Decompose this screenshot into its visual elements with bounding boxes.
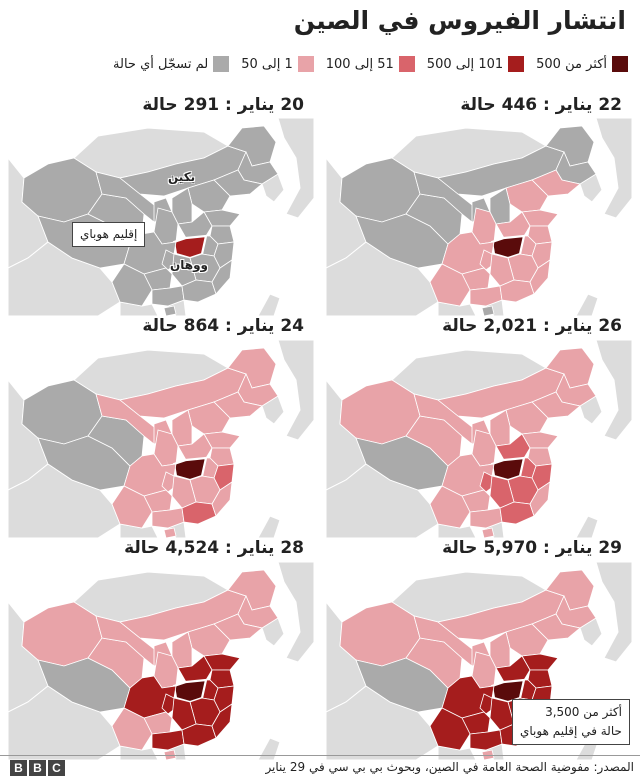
province-fujian bbox=[529, 481, 551, 517]
wuhan-label: ووهان bbox=[170, 258, 208, 272]
province-hainan bbox=[481, 305, 495, 316]
map-panel-29-jan bbox=[326, 562, 632, 760]
neighbour-land bbox=[326, 685, 439, 760]
legend-swatch bbox=[297, 56, 314, 72]
china-map bbox=[8, 118, 314, 316]
neighbour-land bbox=[326, 241, 439, 316]
neighbour-land bbox=[326, 463, 439, 538]
province-fujian bbox=[211, 259, 233, 295]
province-fujian bbox=[211, 703, 233, 739]
hubei-cases-callout: أكثر من 3,500 حالة في إقليم هوباي bbox=[512, 699, 630, 745]
neighbour-land bbox=[8, 685, 121, 760]
legend-item-over-500: أكثر من 500 bbox=[536, 56, 628, 72]
china-map bbox=[326, 118, 632, 316]
legend-label: 51 إلى 100 bbox=[325, 56, 394, 72]
beijing-label: بكين bbox=[168, 170, 196, 184]
neighbour-land bbox=[257, 737, 281, 760]
neighbour-land bbox=[277, 118, 314, 219]
map-panel-26-jan bbox=[326, 340, 632, 538]
province-hainan bbox=[163, 527, 177, 538]
neighbour-land bbox=[277, 562, 314, 663]
china-map bbox=[8, 340, 314, 538]
bbc-logo-letter: B bbox=[10, 760, 27, 776]
panel-title-28-jan: 28 يناير : 4,524 حالة bbox=[124, 538, 304, 558]
province-yunnan bbox=[429, 263, 471, 307]
legend-label: أكثر من 500 bbox=[536, 56, 607, 72]
map-panel-24-jan bbox=[8, 340, 314, 538]
panel-title-24-jan: 24 يناير : 864 حالة bbox=[142, 316, 304, 336]
neighbour-land bbox=[277, 340, 314, 441]
legend-swatch bbox=[213, 56, 230, 72]
neighbour-land bbox=[595, 562, 632, 663]
neighbour-land bbox=[8, 241, 121, 316]
panel-title-29-jan: 29 يناير : 5,970 حالة bbox=[442, 538, 622, 558]
hubei-callout: إقليم هوباي bbox=[72, 222, 146, 247]
legend-swatch bbox=[398, 56, 415, 72]
legend-swatch bbox=[612, 56, 628, 72]
callout-line-2: حالة في إقليم هوباي bbox=[520, 724, 622, 738]
legend-item-101-500: 101 إلى 500 bbox=[426, 56, 525, 72]
panel-title-22-jan: 22 يناير : 446 حالة bbox=[460, 95, 622, 115]
panel-title-20-jan: 20 يناير : 291 حالة bbox=[142, 95, 304, 115]
callout-line-1: أكثر من 3,500 bbox=[545, 705, 622, 719]
legend-label: 101 إلى 500 bbox=[426, 56, 504, 72]
province-yunnan bbox=[111, 707, 153, 751]
page-title: انتشار الفيروس في الصين bbox=[293, 6, 626, 35]
neighbour-land bbox=[595, 340, 632, 441]
province-yunnan bbox=[429, 707, 471, 751]
neighbour-land bbox=[257, 515, 281, 538]
neighbour-land bbox=[8, 463, 121, 538]
bbc-logo-letter: B bbox=[29, 760, 46, 776]
panel-title-26-jan: 26 يناير : 2,021 حالة bbox=[442, 316, 622, 336]
legend-label: لم تسجّل أي حالة bbox=[113, 56, 209, 72]
china-map bbox=[8, 562, 314, 760]
legend: أكثر من 500 101 إلى 500 51 إلى 100 1 إلى… bbox=[8, 56, 628, 72]
neighbour-land bbox=[257, 293, 281, 316]
china-map bbox=[326, 340, 632, 538]
province-yunnan bbox=[429, 485, 471, 529]
legend-item-51-100: 51 إلى 100 bbox=[326, 56, 415, 72]
province-yunnan bbox=[111, 263, 153, 307]
footer-divider bbox=[0, 755, 640, 756]
legend-item-1-50: 1 إلى 50 bbox=[241, 56, 314, 72]
province-hainan bbox=[481, 527, 495, 538]
legend-item-no-cases: لم تسجّل أي حالة bbox=[113, 56, 230, 72]
map-panel-20-jan bbox=[8, 118, 314, 316]
source-note: المصدر: مفوضية الصحة العامة في الصين، وب… bbox=[265, 760, 634, 774]
neighbour-land bbox=[575, 293, 599, 316]
legend-label: 1 إلى 50 bbox=[241, 56, 293, 72]
china-map bbox=[326, 562, 632, 760]
map-panel-22-jan bbox=[326, 118, 632, 316]
province-yunnan bbox=[111, 485, 153, 529]
province-hainan bbox=[163, 305, 177, 316]
neighbour-land bbox=[575, 515, 599, 538]
map-panel-28-jan bbox=[8, 562, 314, 760]
neighbour-land bbox=[595, 118, 632, 219]
province-fujian bbox=[529, 259, 551, 295]
legend-swatch bbox=[508, 56, 525, 72]
bbc-logo-letter: C bbox=[48, 760, 65, 776]
bbc-logo: B B C bbox=[10, 760, 65, 776]
province-fujian bbox=[211, 481, 233, 517]
